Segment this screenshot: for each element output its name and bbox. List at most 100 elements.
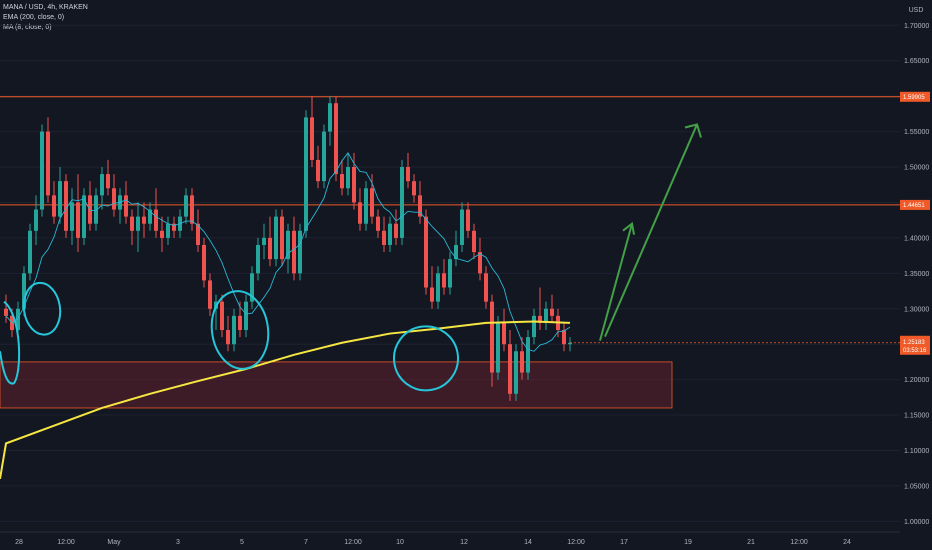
ema200-line (0, 320, 571, 480)
price-tick-label: 1.30000 (904, 306, 929, 313)
candle-body (370, 188, 374, 217)
time-tick-label: 5 (240, 539, 244, 546)
candles-layer (4, 96, 572, 401)
resistance-mid-tag: 1.44651 (903, 203, 925, 209)
candle-body (304, 117, 308, 231)
candle-body (292, 230, 296, 274)
candle-body (220, 301, 224, 331)
candle-body (364, 188, 368, 224)
candle-body (106, 174, 110, 189)
candle-body (274, 216, 278, 260)
resistance-mid-tag-bg (900, 199, 930, 210)
candle-body (160, 230, 164, 238)
time-tick-label: 19 (684, 539, 692, 546)
price-tick-label: 1.70000 (904, 23, 929, 30)
candle-body (256, 244, 260, 274)
candle-body (430, 287, 434, 302)
candle-body (22, 273, 26, 309)
candle-body (436, 273, 440, 302)
candle-body (472, 230, 476, 253)
ma8-line (5, 152, 571, 352)
candle-body (484, 273, 488, 302)
candle-body (424, 216, 428, 288)
candle-body (130, 216, 134, 231)
candle-body (52, 195, 56, 217)
time-axis-bg (0, 532, 900, 550)
time-tick-label: 28 (15, 539, 23, 546)
candle-body (382, 230, 386, 245)
candle-body (466, 209, 470, 231)
candle-body (46, 131, 50, 196)
candle-body (142, 216, 146, 224)
time-tick-label: 12:00 (790, 539, 808, 546)
candle-body (460, 209, 464, 245)
time-tick-label: 21 (747, 539, 755, 546)
candle-body (508, 344, 512, 394)
countdown-tag: 03:53:16 (903, 348, 927, 354)
price-tick-label: 1.35000 (904, 271, 929, 278)
candle-body (202, 244, 206, 281)
candle-body (394, 223, 398, 238)
candle-body (232, 315, 236, 345)
time-tick-label: 14 (524, 539, 532, 546)
candle-body (454, 244, 458, 260)
candle-body (412, 181, 416, 196)
candle-body (4, 308, 8, 316)
candle-body (502, 322, 506, 345)
candle-body (64, 181, 68, 231)
price-axis-currency: USD (909, 7, 924, 14)
candle-body (328, 103, 332, 132)
candle-body (514, 351, 518, 394)
candle-body (268, 237, 272, 260)
annotations-layer (0, 123, 702, 392)
price-axis: USD1.700001.650001.600001.550001.500001.… (570, 0, 932, 550)
annotation-circle (22, 281, 62, 336)
candle-body (376, 216, 380, 231)
candle-body (322, 131, 326, 182)
price-tick-label: 1.50000 (904, 165, 929, 172)
candle-body (82, 195, 86, 238)
time-tick-label: 7 (304, 539, 308, 546)
candle-body (100, 174, 104, 196)
candle-body (226, 330, 230, 345)
candle-body (124, 195, 128, 217)
candle-body (340, 174, 344, 189)
candle-body (148, 209, 152, 224)
candle-body (244, 301, 248, 331)
candle-body (298, 230, 302, 274)
resistance-high-tag: 1.59905 (903, 95, 925, 101)
candle-body (28, 230, 32, 274)
price-tick-label: 1.55000 (904, 129, 929, 136)
candle-body (286, 230, 290, 260)
candle-body (496, 322, 500, 373)
candle-body (418, 195, 422, 217)
candle-body (196, 223, 200, 245)
candle-body (112, 188, 116, 210)
annotation-circle (393, 325, 459, 392)
price-tick-label: 1.65000 (904, 58, 929, 65)
candle-body (334, 103, 338, 175)
candle-body (448, 259, 452, 288)
annotation-circle (0, 300, 21, 385)
price-tick-label: 1.10000 (904, 448, 929, 455)
price-tick-label: 1.15000 (904, 413, 929, 420)
projection-arrow (604, 124, 698, 338)
candle-body (94, 195, 98, 224)
time-tick-label: 17 (620, 539, 628, 546)
price-tick-label: 1.20000 (904, 377, 929, 384)
candle-body (346, 167, 350, 189)
candle-body (58, 181, 62, 217)
time-tick-label: 12 (460, 539, 468, 546)
time-tick-label: 10 (396, 539, 404, 546)
candle-body (568, 342, 572, 345)
annotation-circle (210, 290, 270, 370)
time-tick-label: 12:00 (567, 539, 585, 546)
time-axis: 28 12:00 May 3 5 7 12:00 10 12 14 12:00 17 19 21 12:00… (0, 531, 900, 550)
candle-body (490, 301, 494, 373)
price-tick-label: 1.05000 (904, 483, 929, 490)
resistance-high-tag-bg (900, 91, 930, 102)
candle-body (136, 216, 140, 231)
chart-legend: MANA / USD, 4h, KRAKEN EMA (200, close, … (3, 3, 88, 33)
support-zone (0, 361, 673, 409)
